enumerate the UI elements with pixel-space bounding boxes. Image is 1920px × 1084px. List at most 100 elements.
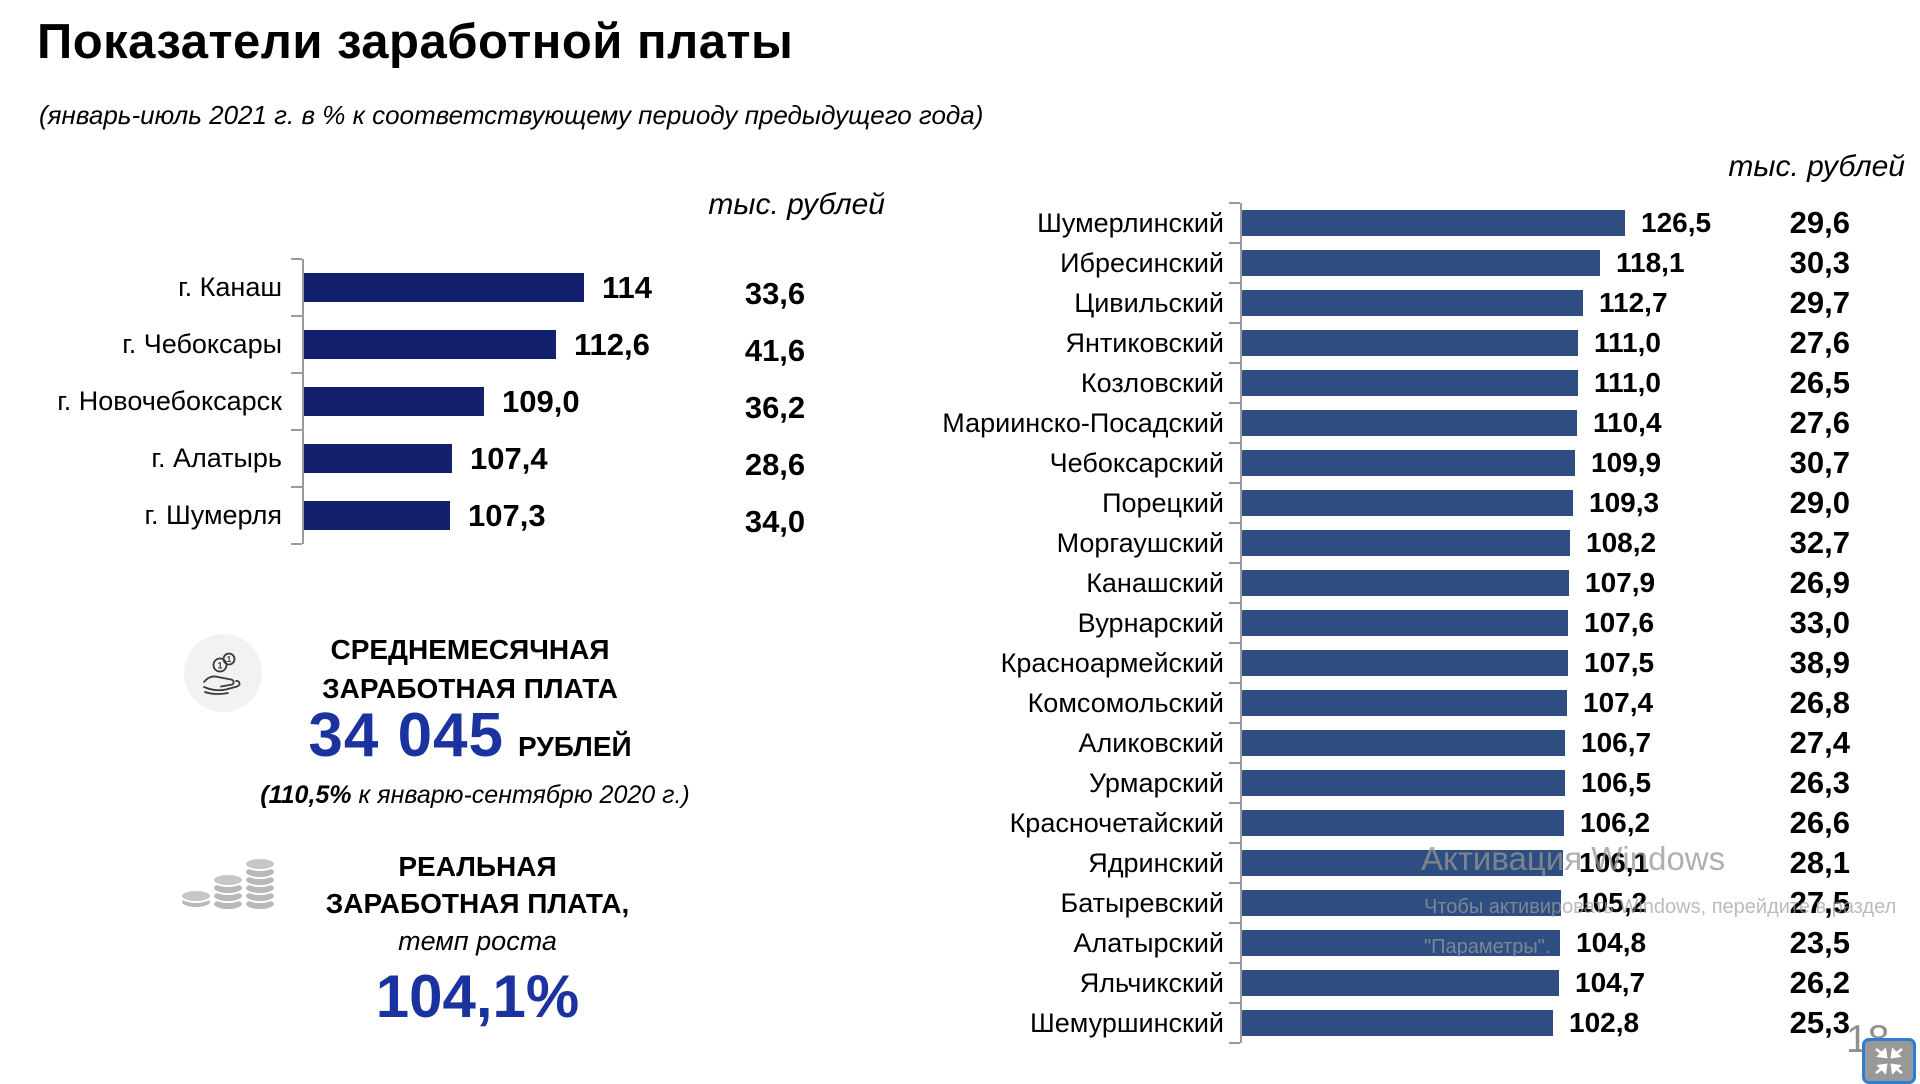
chart-row: Ибресинский 118,1 30,3 xyxy=(860,242,1860,283)
bar xyxy=(1242,210,1625,236)
bar xyxy=(304,387,484,416)
bar-track: 109,9 xyxy=(1229,442,1732,483)
chart-row: Красноармейский 107,5 38,9 xyxy=(860,642,1860,683)
salary-thousands-value: 27,6 xyxy=(1789,405,1850,440)
salary-thousands-value: 25,3 xyxy=(1789,1005,1850,1040)
bar-value-label: 104,8 xyxy=(1576,927,1647,958)
bar-track: 107,6 xyxy=(1229,602,1732,643)
category-label: Комсомольский xyxy=(1027,687,1224,718)
salary-thousands-value: 23,5 xyxy=(1789,925,1850,960)
chart-row: Комсомольский 107,4 26,8 xyxy=(860,682,1860,723)
bar-value-label: 111,0 xyxy=(1594,327,1661,358)
bar xyxy=(1242,1010,1553,1036)
bar-track: 114 xyxy=(291,258,710,316)
svg-text:1: 1 xyxy=(227,655,232,664)
svg-text:1: 1 xyxy=(217,661,222,671)
chart-row: г. Шумерля 107,3 34,0 xyxy=(0,486,840,545)
right-chart-unit-label: тыс. рублей xyxy=(1728,150,1905,183)
salary-thousands-value: 26,3 xyxy=(1789,765,1850,800)
bar xyxy=(1242,370,1578,396)
bar xyxy=(304,330,556,359)
chart-row: Мариинско-Посадский 110,4 27,6 xyxy=(860,402,1860,443)
bar-value-label: 112,6 xyxy=(574,326,650,362)
category-label: г. Канаш xyxy=(178,272,282,302)
bar-value-label: 111,0 xyxy=(1594,367,1661,398)
chart-row: Канашский 107,9 26,9 xyxy=(860,562,1860,603)
bar xyxy=(1242,250,1600,276)
bar-value-label: 118,1 xyxy=(1616,247,1685,278)
districts-bar-chart: Шумерлинский 126,5 29,6 Ибресинский 118,1 30,… xyxy=(860,202,1860,1044)
collapse-arrows-icon xyxy=(1875,1047,1903,1075)
collapse-button[interactable] xyxy=(1862,1038,1916,1084)
bar xyxy=(1242,970,1559,996)
bar-value-label: 109,3 xyxy=(1589,487,1660,518)
category-label: Мариинско-Посадский xyxy=(942,407,1224,438)
chart-row: Яльчикский 104,7 26,2 xyxy=(860,962,1860,1003)
category-label: Порецкий xyxy=(1102,487,1224,518)
salary-thousands-value: 41,6 xyxy=(744,332,806,368)
chart-row: Цивильский 112,7 29,7 xyxy=(860,282,1860,323)
bar-track: 107,5 xyxy=(1229,642,1732,683)
chart-row: Чебоксарский 109,9 30,7 xyxy=(860,442,1860,483)
category-label: Янтиковский xyxy=(1065,327,1224,358)
bar-track: 102,8 xyxy=(1229,1002,1732,1044)
bar-value-label: 126,5 xyxy=(1641,207,1712,238)
avg-salary-note-percent: (110,5% xyxy=(260,781,352,809)
bar-track: 110,4 xyxy=(1229,402,1732,443)
bar-value-label: 107,9 xyxy=(1585,567,1656,598)
chart-row: г. Канаш 114 33,6 xyxy=(0,258,840,316)
bar-value-label: 105,2 xyxy=(1577,887,1648,918)
bar-value-label: 102,8 xyxy=(1569,1007,1640,1038)
windows-activation-watermark-hint2: "Параметры". xyxy=(1424,936,1551,958)
bar-track: 104,8 xyxy=(1229,922,1732,963)
bar-value-label: 107,5 xyxy=(1584,647,1655,678)
chart-row: Алатырский 104,8 23,5 xyxy=(860,922,1860,963)
salary-thousands-value: 36,2 xyxy=(744,389,806,425)
category-label: г. Чебоксары xyxy=(122,329,282,359)
real-salary-subtitle: темп роста xyxy=(398,926,557,956)
chart-row: Красночетайский 106,2 26,6 xyxy=(860,802,1860,843)
category-label: г. Шумерля xyxy=(144,500,282,530)
real-salary-title-line1: РЕАЛЬНАЯ xyxy=(398,851,557,882)
bar xyxy=(1242,610,1568,636)
bar-track: 106,5 xyxy=(1229,762,1732,803)
bar-track: 106,2 xyxy=(1229,802,1732,843)
bar xyxy=(304,273,584,302)
windows-activation-watermark-hint: Чтобы активировать Windows, перейдите в … xyxy=(1424,896,1897,918)
salary-thousands-value: 26,6 xyxy=(1789,805,1850,840)
salary-thousands-value: 33,6 xyxy=(744,275,806,311)
bar-track: 107,3 xyxy=(291,486,710,545)
bar xyxy=(304,444,452,473)
bar-value-label: 107,3 xyxy=(468,497,546,533)
left-chart-unit-label: тыс. рублей xyxy=(708,188,885,221)
category-label: Алатырский xyxy=(1073,927,1224,958)
salary-thousands-value: 34,0 xyxy=(744,503,806,539)
bar-value-label: 104,7 xyxy=(1575,967,1646,998)
bar-track: 109,0 xyxy=(291,372,710,430)
salary-thousands-value: 30,7 xyxy=(1789,445,1850,480)
category-label: Цивильский xyxy=(1074,287,1224,318)
coin-stacks-icon xyxy=(180,852,276,919)
bar-value-label: 114 xyxy=(602,269,653,305)
salary-thousands-value: 26,5 xyxy=(1789,365,1850,400)
salary-thousands-value: 28,6 xyxy=(744,446,806,482)
bar xyxy=(1242,890,1561,916)
bar-value-label: 106,5 xyxy=(1581,767,1652,798)
salary-thousands-value: 27,6 xyxy=(1789,325,1850,360)
bar xyxy=(1242,450,1575,476)
bar xyxy=(1242,570,1569,596)
bar-value-label: 106,2 xyxy=(1580,807,1651,838)
bar-value-label: 107,4 xyxy=(470,440,548,476)
bar-track: 107,4 xyxy=(291,429,710,487)
category-label: Чебоксарский xyxy=(1049,447,1224,478)
bar xyxy=(1242,410,1577,436)
chart-row: Порецкий 109,3 29,0 xyxy=(860,482,1860,523)
bar-track: 112,6 xyxy=(291,315,710,373)
bar-track: 109,3 xyxy=(1229,482,1732,523)
category-label: Красночетайский xyxy=(1009,807,1224,838)
avg-salary-unit: РУБЛЕЙ xyxy=(518,731,632,762)
bar xyxy=(1242,930,1560,956)
salary-thousands-value: 26,2 xyxy=(1789,965,1850,1000)
category-label: Батыревский xyxy=(1060,887,1224,918)
